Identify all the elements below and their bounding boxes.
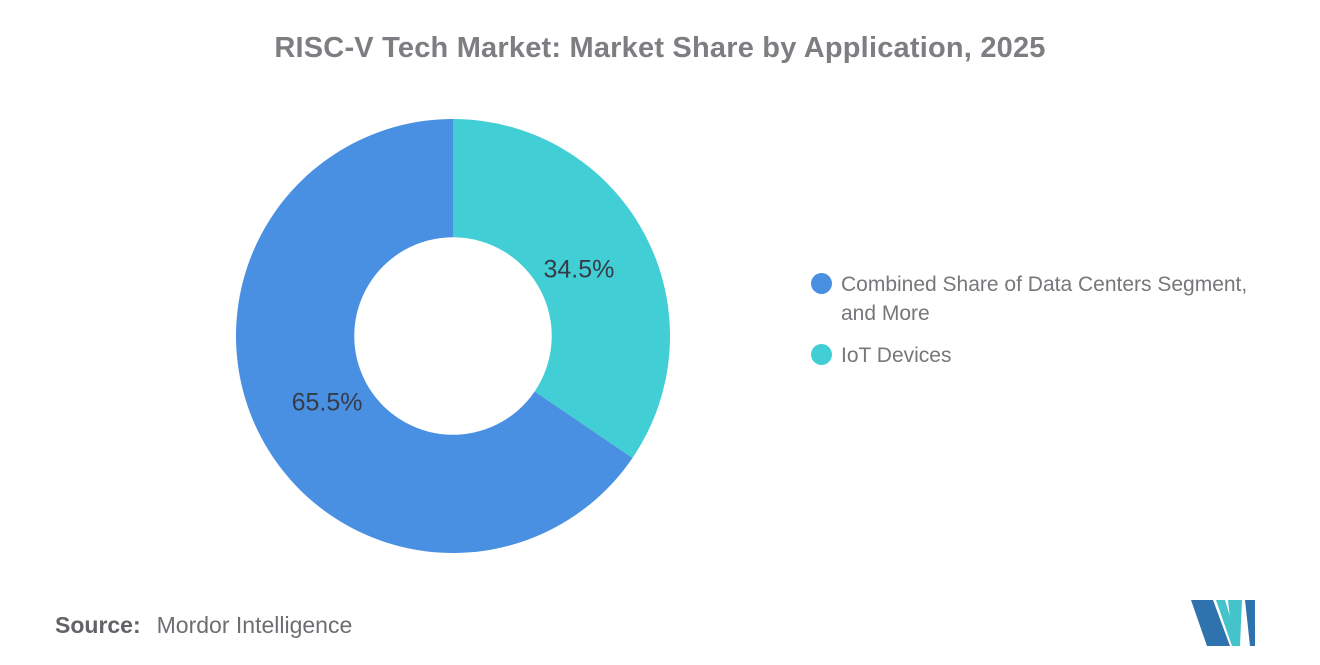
source-prefix: Source:	[55, 612, 141, 638]
donut-svg: 34.5% 65.5%	[236, 119, 670, 553]
legend-label-line: Combined Share of Data Centers Segment,	[841, 273, 1248, 296]
slice-data-label-1: 65.5%	[292, 389, 363, 417]
slice-data-label-0: 34.5%	[543, 255, 614, 283]
logo-shape-blue-right	[1245, 600, 1255, 646]
source-row: Source: Mordor Intelligence	[55, 612, 352, 639]
chart-title: RISC-V Tech Market: Market Share by Appl…	[274, 32, 1046, 64]
legend-label-iot-devices: IoT Devices	[841, 341, 952, 370]
legend-label-data-centers: Combined Share of Data Centers Segment, …	[841, 270, 1247, 328]
donut-slice-1[interactable]	[236, 119, 633, 553]
legend-label-line: and More	[841, 302, 930, 325]
legend-label-line: IoT Devices	[841, 344, 952, 367]
legend-item-iot-devices[interactable]: IoT Devices	[811, 341, 1247, 370]
donut-chart: 34.5% 65.5%	[236, 119, 670, 553]
mordor-intelligence-logo	[1191, 600, 1255, 646]
source-text: Mordor Intelligence	[156, 612, 353, 638]
donut-slice-0[interactable]	[453, 119, 670, 458]
logo-shape-blue-left	[1191, 600, 1230, 646]
legend-dot-data-centers	[811, 273, 832, 294]
legend-item-data-centers[interactable]: Combined Share of Data Centers Segment, …	[811, 270, 1247, 328]
logo-shape-teal-right	[1228, 600, 1242, 646]
chart-legend: Combined Share of Data Centers Segment, …	[811, 270, 1247, 370]
legend-dot-iot-devices	[811, 344, 832, 365]
